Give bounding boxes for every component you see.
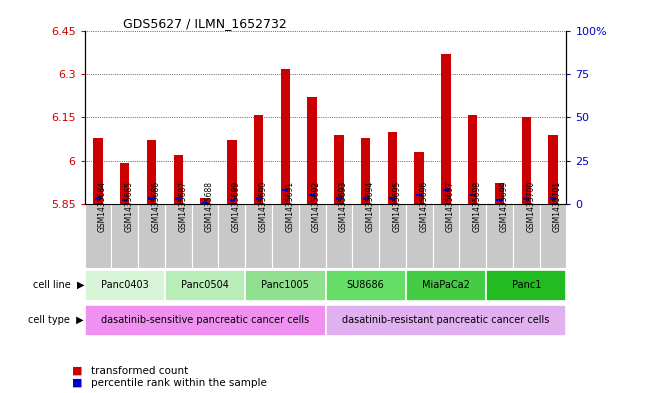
Bar: [443, 189, 449, 191]
Bar: [229, 199, 235, 201]
FancyBboxPatch shape: [406, 204, 432, 268]
Bar: [416, 194, 422, 196]
Text: dasatinib-sensitive pancreatic cancer cells: dasatinib-sensitive pancreatic cancer ce…: [101, 315, 309, 325]
Text: GSM1435697: GSM1435697: [446, 181, 455, 232]
Bar: [388, 132, 397, 204]
Text: cell line  ▶: cell line ▶: [33, 280, 84, 290]
Bar: [468, 115, 477, 204]
Bar: [441, 54, 450, 204]
FancyBboxPatch shape: [326, 270, 406, 301]
Bar: [469, 194, 476, 196]
FancyBboxPatch shape: [245, 270, 326, 301]
FancyBboxPatch shape: [299, 204, 326, 268]
FancyBboxPatch shape: [326, 305, 566, 336]
Text: Panc1: Panc1: [512, 280, 541, 290]
Text: GSM1435688: GSM1435688: [205, 181, 214, 232]
Bar: [497, 199, 503, 201]
Text: ■: ■: [72, 366, 82, 376]
Bar: [148, 197, 154, 200]
FancyBboxPatch shape: [85, 204, 111, 268]
Text: Panc0403: Panc0403: [101, 280, 148, 290]
Text: cell type  ▶: cell type ▶: [29, 315, 84, 325]
Bar: [93, 138, 103, 204]
Text: GSM1435694: GSM1435694: [366, 181, 374, 232]
Bar: [336, 197, 342, 200]
Text: ■: ■: [72, 378, 82, 388]
Text: GSM1435691: GSM1435691: [285, 181, 294, 232]
FancyBboxPatch shape: [460, 204, 486, 268]
FancyBboxPatch shape: [486, 204, 513, 268]
FancyBboxPatch shape: [379, 204, 406, 268]
FancyBboxPatch shape: [111, 204, 138, 268]
Text: transformed count: transformed count: [91, 366, 188, 376]
Text: GSM1435686: GSM1435686: [152, 181, 161, 232]
Bar: [281, 69, 290, 204]
Text: Panc1005: Panc1005: [262, 280, 309, 290]
Bar: [227, 140, 236, 204]
Bar: [363, 197, 368, 200]
Bar: [415, 152, 424, 204]
FancyBboxPatch shape: [406, 270, 486, 301]
Text: GSM1435690: GSM1435690: [258, 181, 268, 232]
Bar: [174, 155, 183, 204]
Bar: [122, 199, 128, 201]
Text: GSM1435695: GSM1435695: [393, 181, 402, 232]
FancyBboxPatch shape: [85, 270, 165, 301]
Text: percentile rank within the sample: percentile rank within the sample: [91, 378, 267, 388]
Bar: [309, 194, 315, 196]
Bar: [95, 197, 101, 200]
Text: GSM1435685: GSM1435685: [125, 181, 133, 232]
Bar: [175, 197, 182, 200]
Text: GSM1435696: GSM1435696: [419, 181, 428, 232]
Text: GSM1435684: GSM1435684: [98, 181, 107, 232]
Bar: [120, 163, 130, 204]
Bar: [254, 115, 263, 204]
Text: MiaPaCa2: MiaPaCa2: [422, 280, 470, 290]
Bar: [389, 197, 395, 200]
Bar: [307, 97, 317, 204]
Bar: [550, 197, 556, 200]
Text: GSM1435692: GSM1435692: [312, 181, 321, 232]
Bar: [521, 118, 531, 204]
FancyBboxPatch shape: [486, 270, 566, 301]
Text: GDS5627 / ILMN_1652732: GDS5627 / ILMN_1652732: [123, 17, 287, 30]
FancyBboxPatch shape: [352, 204, 379, 268]
Text: dasatinib-resistant pancreatic cancer cells: dasatinib-resistant pancreatic cancer ce…: [342, 315, 549, 325]
FancyBboxPatch shape: [540, 204, 566, 268]
Text: GSM1435701: GSM1435701: [553, 181, 562, 232]
Bar: [334, 135, 344, 204]
Bar: [202, 202, 208, 205]
Text: GSM1435687: GSM1435687: [178, 181, 187, 232]
Bar: [201, 198, 210, 204]
FancyBboxPatch shape: [219, 204, 245, 268]
Text: GSM1435693: GSM1435693: [339, 181, 348, 232]
Bar: [495, 184, 504, 204]
Text: GSM1435699: GSM1435699: [499, 181, 508, 232]
Text: SU8686: SU8686: [347, 280, 385, 290]
Text: GSM1435689: GSM1435689: [232, 181, 241, 232]
FancyBboxPatch shape: [272, 204, 299, 268]
Bar: [147, 140, 156, 204]
Text: GSM1435698: GSM1435698: [473, 181, 482, 232]
Bar: [361, 138, 370, 204]
FancyBboxPatch shape: [191, 204, 219, 268]
FancyBboxPatch shape: [138, 204, 165, 268]
FancyBboxPatch shape: [513, 204, 540, 268]
Bar: [523, 197, 529, 200]
Bar: [256, 197, 262, 200]
FancyBboxPatch shape: [165, 270, 245, 301]
FancyBboxPatch shape: [326, 204, 352, 268]
FancyBboxPatch shape: [165, 204, 191, 268]
Bar: [283, 189, 288, 191]
Text: Panc0504: Panc0504: [181, 280, 229, 290]
FancyBboxPatch shape: [85, 305, 326, 336]
FancyBboxPatch shape: [245, 204, 272, 268]
FancyBboxPatch shape: [432, 204, 460, 268]
Text: GSM1435700: GSM1435700: [526, 181, 535, 232]
Bar: [548, 135, 558, 204]
